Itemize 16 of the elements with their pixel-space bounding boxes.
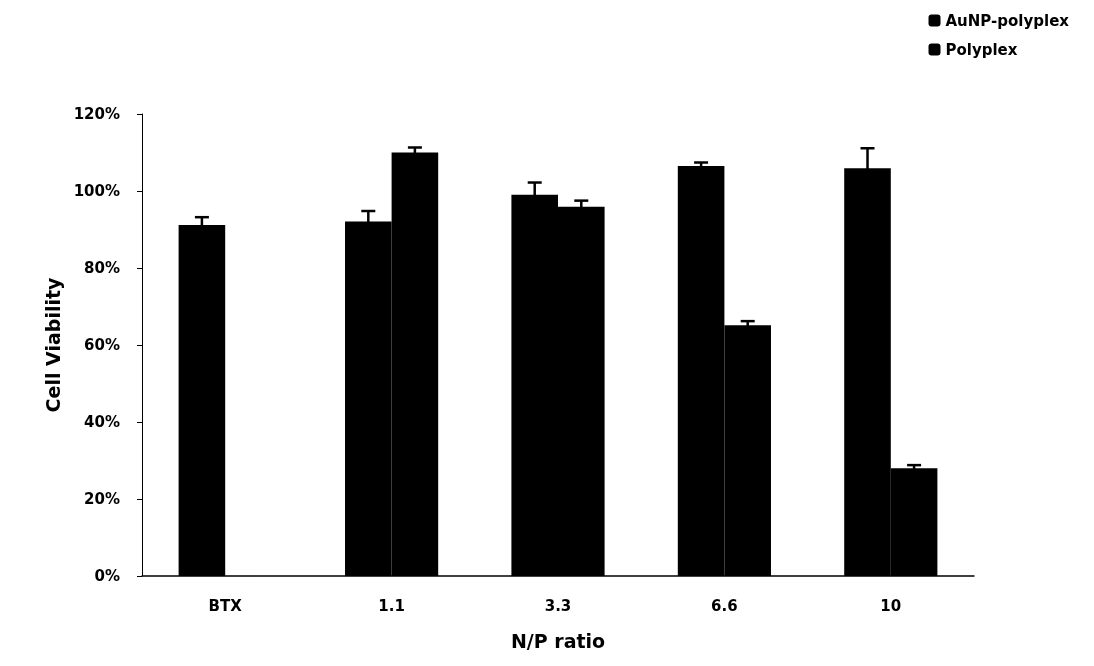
y-tick-label: 80% (84, 259, 120, 277)
y-tick-label: 20% (84, 490, 120, 508)
legend-label: AuNP-polyplex (945, 11, 1070, 30)
x-tick-label: BTX (208, 596, 243, 615)
y-tick-label: 40% (84, 413, 120, 431)
y-tick-label: 60% (84, 336, 120, 354)
y-axis-title: Cell Viability (42, 276, 65, 413)
x-tick-label: 6.6 (711, 596, 738, 615)
y-tick-label: 100% (73, 182, 120, 200)
x-tick-label: 3.3 (544, 596, 572, 615)
x-tick-label: 1.1 (378, 596, 405, 615)
legend-label: Polyplex (945, 40, 1018, 59)
x-axis-title: N/P ratio (510, 629, 606, 652)
y-tick-label: 120% (73, 105, 120, 123)
y-tick-label: 0% (94, 567, 120, 585)
x-tick-label: 10 (880, 596, 902, 615)
